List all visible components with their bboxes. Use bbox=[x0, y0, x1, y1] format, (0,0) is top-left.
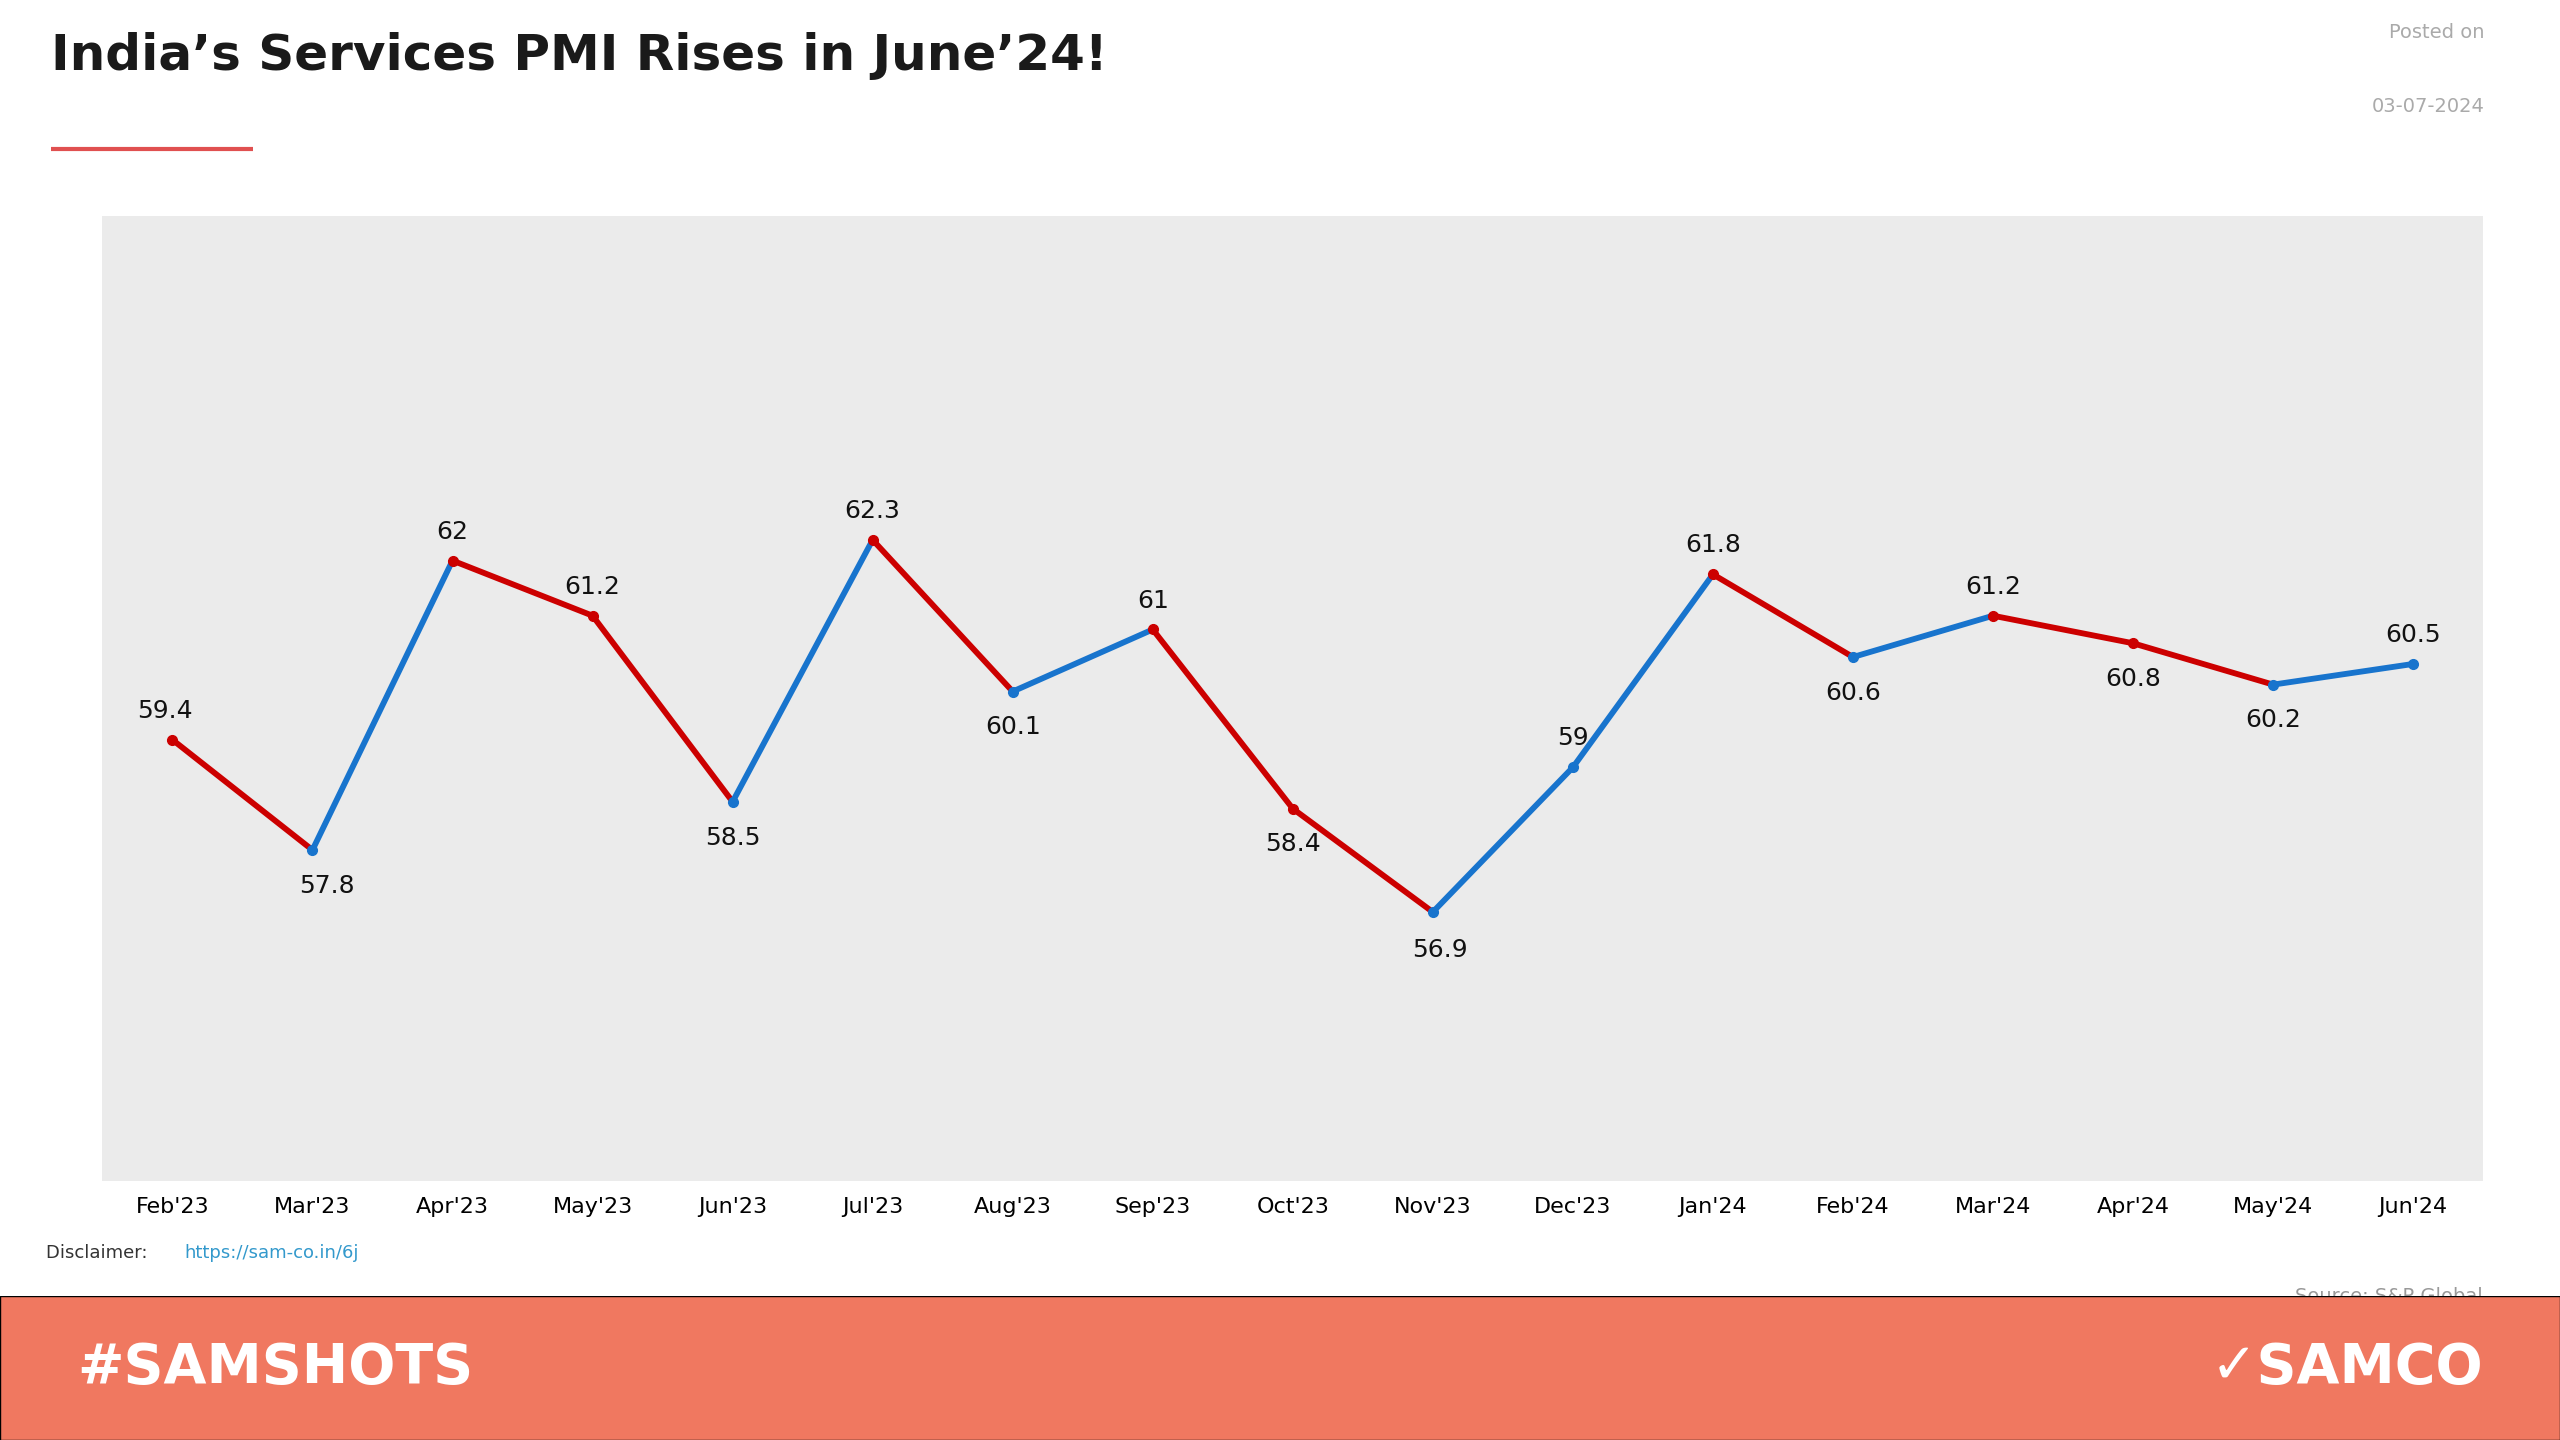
Text: 60.2: 60.2 bbox=[2245, 708, 2301, 733]
Text: 58.5: 58.5 bbox=[704, 825, 760, 850]
Text: Source: S&P Global: Source: S&P Global bbox=[2296, 1287, 2483, 1306]
Text: 59: 59 bbox=[1556, 726, 1590, 750]
FancyBboxPatch shape bbox=[0, 1296, 2560, 1440]
Text: 61.2: 61.2 bbox=[1966, 575, 2020, 599]
Text: 60.1: 60.1 bbox=[986, 716, 1039, 739]
Text: 61.2: 61.2 bbox=[566, 575, 620, 599]
Text: 03-07-2024: 03-07-2024 bbox=[2371, 98, 2483, 117]
Text: 59.4: 59.4 bbox=[138, 698, 192, 723]
Text: 61: 61 bbox=[1137, 589, 1170, 612]
Text: ✓SAMCO: ✓SAMCO bbox=[2212, 1341, 2483, 1395]
Text: 56.9: 56.9 bbox=[1413, 937, 1467, 962]
Text: 62.3: 62.3 bbox=[845, 498, 901, 523]
Text: 60.5: 60.5 bbox=[2386, 624, 2442, 647]
Text: Posted on: Posted on bbox=[2388, 23, 2483, 42]
Text: 60.6: 60.6 bbox=[1825, 681, 1882, 706]
Text: Disclaimer:: Disclaimer: bbox=[46, 1244, 154, 1261]
Text: 60.8: 60.8 bbox=[2104, 667, 2161, 691]
Text: #SAMSHOTS: #SAMSHOTS bbox=[77, 1341, 474, 1395]
Text: 57.8: 57.8 bbox=[300, 874, 353, 899]
Text: India’s Services PMI Rises in June’24!: India’s Services PMI Rises in June’24! bbox=[51, 32, 1108, 79]
Text: 58.4: 58.4 bbox=[1265, 832, 1321, 857]
Text: https://sam-co.in/6j: https://sam-co.in/6j bbox=[184, 1244, 358, 1261]
Text: 62: 62 bbox=[438, 520, 468, 544]
Text: 61.8: 61.8 bbox=[1684, 533, 1741, 557]
